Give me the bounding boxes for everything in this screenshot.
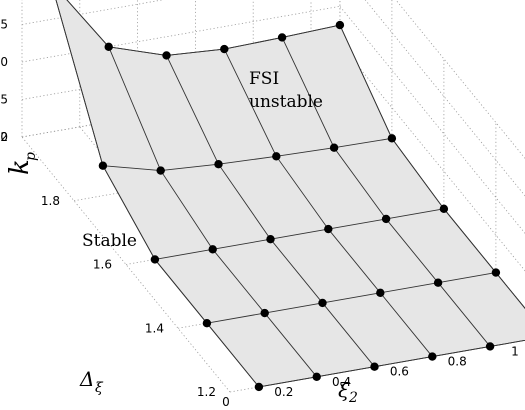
x-tick-label: 0.8 — [448, 355, 467, 369]
z-tick-label: 5 — [0, 93, 8, 107]
data-point — [260, 308, 269, 318]
data-point — [381, 214, 391, 224]
data-point — [162, 51, 171, 60]
grid-line — [339, 6, 525, 234]
z-axis-label-sub: p — [23, 152, 39, 161]
z-axis-label: k p — [5, 152, 39, 175]
data-point — [277, 33, 287, 42]
data-point — [491, 268, 501, 277]
data-point — [329, 143, 339, 152]
z-axis-label-main: k — [5, 159, 35, 175]
x-axis-label-main: ξ — [338, 378, 350, 402]
grid-line — [339, 43, 525, 272]
data-point — [104, 42, 113, 52]
data-point — [150, 255, 160, 264]
z-tick-label: 15 — [0, 18, 8, 32]
data-point — [156, 166, 165, 175]
x-tick-label: 0.6 — [390, 365, 409, 379]
x-axis-label: ξ 2 — [338, 378, 358, 406]
y-axis-label-main: Δ — [79, 367, 94, 391]
surface-row-line — [154, 208, 444, 260]
data-point — [335, 20, 345, 30]
data-point — [312, 372, 321, 382]
x-tick-label: 0 — [222, 395, 230, 409]
y-axis-label: Δ ξ — [79, 367, 104, 396]
data-point — [324, 224, 333, 234]
data-point — [439, 204, 449, 214]
data-point — [214, 160, 223, 169]
y-tick-label: 1.4 — [145, 321, 164, 335]
y-tick-label: 1.8 — [41, 194, 60, 208]
data-point — [98, 161, 108, 170]
y-axis-label-sub: ξ — [95, 380, 104, 396]
surface-fill — [55, 0, 525, 388]
y-tick-label: 2 — [0, 130, 8, 144]
data-point — [318, 298, 327, 308]
data-point — [428, 352, 437, 361]
data-point — [202, 318, 212, 328]
x-axis-label-sub: 2 — [348, 390, 358, 406]
annotation-unstable: unstable — [249, 92, 323, 112]
annotation-stable: Stable — [82, 231, 137, 251]
x-tick-label: 0.2 — [274, 385, 293, 399]
surface-row-line — [102, 137, 392, 172]
data-point — [485, 342, 495, 351]
z-tick-label: 10 — [0, 55, 8, 69]
annotation-fsi: FSI — [249, 69, 279, 89]
surface-row-line — [258, 339, 525, 388]
y-tick-label: 1.2 — [197, 385, 216, 399]
data-point — [433, 278, 443, 287]
y-tick-label: 1.6 — [93, 258, 112, 272]
data-point — [376, 288, 385, 298]
data-point — [272, 152, 281, 161]
marker-layer — [98, 20, 501, 392]
data-point — [370, 362, 379, 371]
x-tick-label: 0.4 — [332, 375, 351, 389]
x-tick-label: 1 — [511, 344, 519, 358]
data-point — [387, 134, 397, 143]
grid-line — [364, 0, 525, 197]
grid-line — [21, 136, 231, 393]
surface-layer — [55, 0, 525, 388]
data-point — [254, 382, 264, 392]
grid-line — [395, 0, 525, 159]
surface-row-line — [206, 272, 496, 324]
surface-row-line — [66, 0, 340, 56]
data-point — [266, 235, 275, 244]
data-point — [208, 245, 217, 254]
z-tick-label: 0 — [0, 130, 8, 144]
data-point — [220, 44, 229, 54]
